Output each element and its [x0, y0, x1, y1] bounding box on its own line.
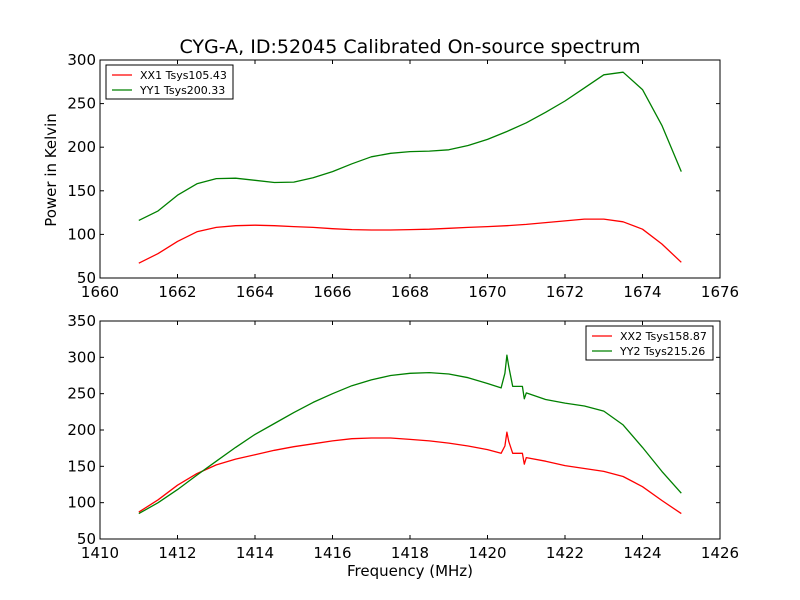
x-tick-label: 1424	[623, 544, 661, 562]
bottom-panel: 1410 1412 1414 1416 1418 1420 1422 1424 1426 50 10…	[67, 312, 739, 562]
figure-title: CYG-A, ID:52045 Calibrated On-source spe…	[179, 36, 640, 58]
x-tick-label: 1412	[158, 544, 196, 562]
y-tick-label: 300	[67, 51, 96, 69]
y-tick-label: 300	[67, 348, 96, 366]
x-tick-label: 1410	[81, 544, 119, 562]
x-tick-label: 1670	[468, 283, 506, 301]
x-tick-label: 1426	[701, 544, 739, 562]
legend-label: YY1 Tsys200.33	[139, 84, 225, 97]
y-tick-label: 100	[67, 494, 96, 512]
series-line-1-0	[138, 431, 682, 515]
x-tick-label: 1662	[158, 283, 196, 301]
y-tick-label: 250	[67, 95, 96, 113]
top-panel: 1660 1662 1664 1666 1668 1670 1672 1674 1676 50 10…	[67, 51, 739, 301]
legend-box	[585, 325, 714, 361]
y-axis-label: Power in Kelvin	[42, 113, 60, 227]
x-tick-label: 1416	[313, 544, 351, 562]
x-tick-label: 1660	[81, 283, 119, 301]
y-tick-label: 50	[77, 530, 96, 548]
x-tick-label: 1668	[391, 283, 429, 301]
x-axis-label: Frequency (MHz)	[347, 562, 473, 580]
y-tick-label: 150	[67, 457, 96, 475]
x-tick-label: 1674	[623, 283, 661, 301]
y-tick-label: 200	[67, 421, 96, 439]
legend-label: YY2 Tsys215.26	[619, 345, 705, 358]
y-tick-label: 350	[67, 312, 96, 330]
y-tick-label: 50	[77, 269, 96, 287]
series-line-0-1	[138, 71, 682, 221]
x-tick-label: 1420	[468, 544, 506, 562]
legend-label: XX2 Tsys158.87	[620, 330, 707, 343]
x-tick-label: 1672	[546, 283, 584, 301]
legend-box	[105, 64, 234, 100]
y-tick-label: 150	[67, 182, 96, 200]
series-line-1-1	[138, 354, 682, 515]
x-tick-label: 1676	[701, 283, 739, 301]
x-tick-label: 1422	[546, 544, 584, 562]
y-tick-label: 100	[67, 225, 96, 243]
series-line-0-0	[138, 218, 682, 264]
x-tick-label: 1414	[236, 544, 274, 562]
x-tick-label: 1664	[236, 283, 274, 301]
x-tick-label: 1418	[391, 544, 429, 562]
x-tick-label: 1666	[313, 283, 351, 301]
y-tick-label: 250	[67, 385, 96, 403]
legend-label: XX1 Tsys105.43	[140, 69, 227, 82]
y-tick-label: 200	[67, 138, 96, 156]
